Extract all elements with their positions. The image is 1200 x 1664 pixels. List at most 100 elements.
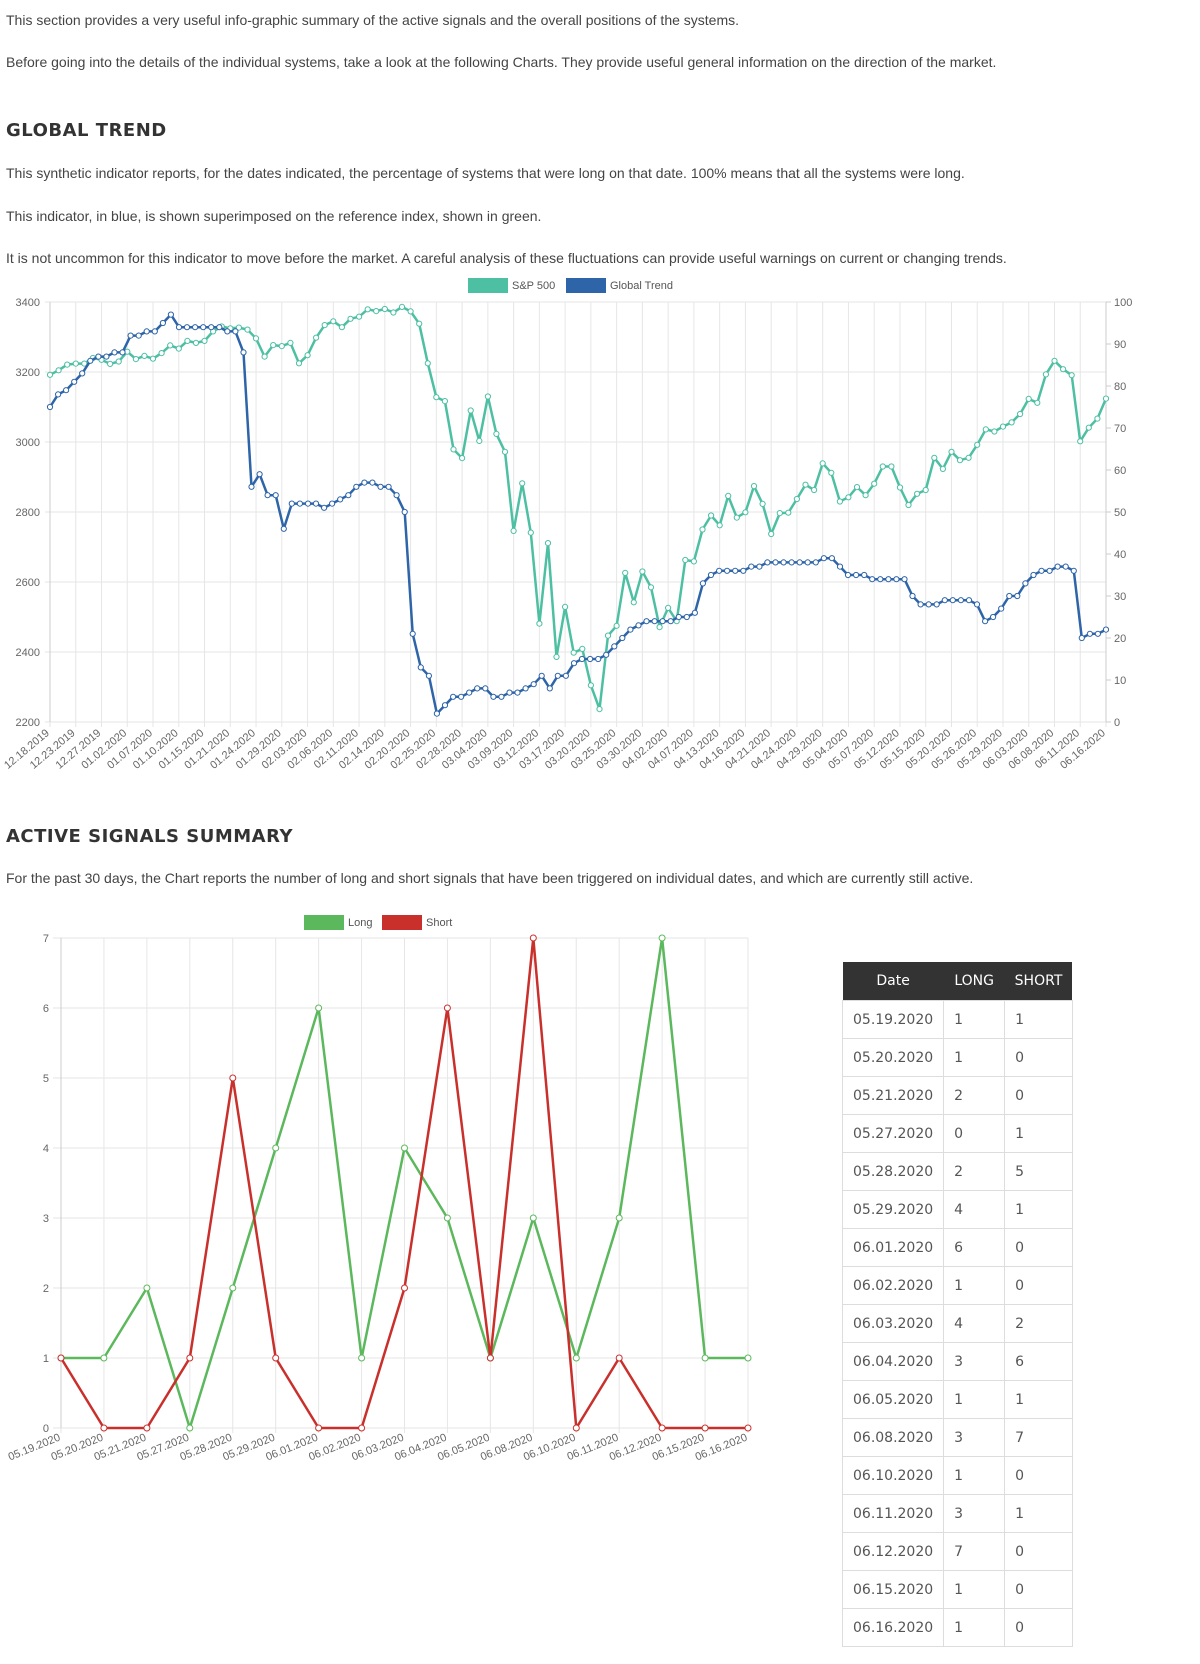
data-point <box>390 309 397 316</box>
data-point <box>296 500 303 507</box>
y-tick-label: 3000 <box>16 437 40 449</box>
data-point <box>744 1424 752 1432</box>
data-point <box>690 558 698 565</box>
data-point <box>111 349 118 356</box>
data-point <box>1086 630 1094 637</box>
data-point <box>1008 419 1015 426</box>
date-cell: 05.28.2020 <box>841 1152 945 1191</box>
active-signals-chart: 05.19.202005.20.202005.21.202005.27.2020… <box>7 915 752 1463</box>
data-point <box>658 1424 666 1432</box>
data-point <box>224 328 231 335</box>
data-point <box>100 1424 108 1432</box>
date-cell: 06.01.2020 <box>841 1228 945 1267</box>
data-point <box>764 559 771 566</box>
data-point <box>46 403 54 411</box>
data-point <box>244 326 251 333</box>
data-point <box>141 352 148 360</box>
data-point <box>216 324 223 331</box>
data-point <box>828 555 836 562</box>
table-row: 05.19.2020 1 1 <box>841 1000 1073 1039</box>
data-point <box>836 563 844 570</box>
data-point <box>467 407 474 414</box>
data-point <box>1062 563 1069 570</box>
data-point <box>853 484 861 491</box>
y2-tick-label: 100 <box>1114 297 1132 309</box>
data-point <box>280 525 287 532</box>
long-cell: 4 <box>943 1304 1006 1343</box>
long-cell: 4 <box>943 1190 1006 1229</box>
long-cell: 1 <box>943 1570 1006 1609</box>
short-cell: 1 <box>1004 1114 1073 1153</box>
data-point <box>973 601 981 608</box>
y-tick-label: 3 <box>43 1213 49 1225</box>
data-point <box>1014 592 1021 600</box>
long-cell: 1 <box>943 1266 1006 1305</box>
data-point <box>905 501 912 509</box>
data-point <box>167 311 174 318</box>
data-point <box>1038 567 1045 574</box>
table-row: 06.04.2020 3 6 <box>841 1342 1073 1381</box>
data-point <box>819 460 826 467</box>
data-point <box>999 423 1007 430</box>
data-point <box>433 394 440 401</box>
data-point <box>768 530 775 538</box>
data-point <box>776 510 783 517</box>
data-point <box>742 509 749 516</box>
data-point <box>459 455 466 462</box>
series-line <box>48 313 1107 715</box>
data-point <box>424 360 431 367</box>
long-column-header: LONG <box>943 962 1005 1001</box>
data-point <box>820 555 828 562</box>
data-point <box>103 353 110 360</box>
data-point <box>361 479 368 486</box>
data-point <box>71 378 78 385</box>
data-point <box>248 483 255 490</box>
data-point <box>562 672 570 679</box>
data-point <box>933 601 940 608</box>
global-trend-paragraph-2: This indicator, in blue, is shown superi… <box>6 208 542 224</box>
data-point <box>893 576 900 583</box>
data-point <box>1017 410 1024 418</box>
data-point <box>570 649 577 656</box>
data-point <box>519 480 526 487</box>
date-cell: 06.02.2020 <box>841 1266 945 1305</box>
data-point <box>482 685 489 692</box>
data-point <box>615 1214 623 1222</box>
data-point <box>315 1004 323 1012</box>
data-point <box>701 1354 709 1362</box>
date-cell: 06.04.2020 <box>841 1342 945 1381</box>
date-cell: 06.11.2020 <box>841 1494 945 1533</box>
data-point <box>55 367 62 374</box>
data-point <box>159 319 166 327</box>
data-point <box>546 685 553 692</box>
legend-swatch <box>382 915 422 930</box>
table-row: 06.16.2020 1 0 <box>841 1608 1073 1647</box>
table-row: 06.11.2020 3 1 <box>841 1494 1073 1533</box>
date-cell: 05.20.2020 <box>841 1038 945 1077</box>
data-point <box>1070 567 1077 574</box>
data-point <box>345 492 352 499</box>
data-point <box>338 324 345 331</box>
long-cell: 1 <box>943 1380 1006 1419</box>
data-point <box>321 504 328 511</box>
global-trend-paragraph-3: It is not uncommon for this indicator to… <box>6 250 1007 266</box>
long-cell: 3 <box>943 1494 1006 1533</box>
data-point <box>498 693 505 700</box>
data-point <box>484 393 491 400</box>
data-point <box>401 1144 408 1152</box>
data-point <box>1085 424 1092 431</box>
data-point <box>639 568 646 575</box>
data-point <box>793 495 801 503</box>
data-point <box>643 618 650 625</box>
data-point <box>991 428 998 435</box>
data-point <box>235 324 242 331</box>
table-row: 05.20.2020 1 0 <box>841 1038 1073 1077</box>
data-point <box>527 529 534 536</box>
data-point <box>756 563 763 570</box>
long-cell: 1 <box>943 1608 1006 1647</box>
data-point <box>909 592 916 600</box>
data-point <box>358 1424 366 1432</box>
table-row: 05.21.2020 2 0 <box>841 1076 1073 1115</box>
data-point <box>229 1074 237 1082</box>
data-point <box>682 556 689 564</box>
